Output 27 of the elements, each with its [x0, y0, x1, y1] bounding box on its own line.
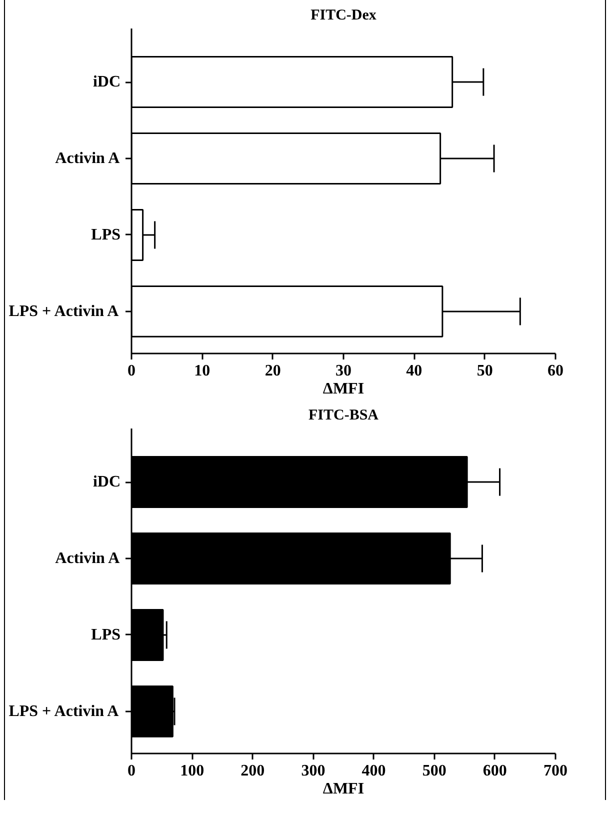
x-tick-label: 500	[422, 762, 446, 780]
x-axis-title: ΔMFI	[322, 380, 364, 398]
x-tick-label: 300	[301, 762, 326, 780]
x-tick-label: 0	[128, 362, 136, 380]
x-tick-label: 0	[128, 762, 136, 780]
x-tick-label: 700	[544, 762, 568, 780]
y-tick-label: LPS	[91, 626, 121, 644]
y-tick-label: LPS	[91, 226, 121, 244]
x-tick-label: 400	[362, 762, 386, 780]
y-tick-label: LPS + Activin A	[8, 302, 120, 320]
x-tick-label: 100	[180, 762, 204, 780]
x-tick-label: 10	[194, 362, 210, 380]
x-tick-label: 60	[548, 362, 564, 380]
x-tick-label: 50	[476, 362, 493, 380]
x-tick-label: 30	[336, 362, 352, 380]
x-axis-title: ΔMFI	[322, 780, 364, 798]
chart-title: FITC-BSA	[308, 408, 379, 424]
chart-title: FITC-Dex	[310, 8, 377, 24]
y-tick-label: Activin A	[55, 550, 120, 567]
y-tick-label: iDC	[92, 474, 121, 491]
x-tick-label: 20	[264, 362, 281, 380]
y-tick-label: Activin A	[55, 150, 120, 167]
y-tick-label: LPS + Activin A	[8, 702, 120, 720]
x-tick-label: 600	[482, 762, 507, 780]
x-tick-label: 40	[406, 362, 422, 380]
y-tick-label: iDC	[92, 74, 121, 91]
x-tick-label: 200	[240, 762, 265, 780]
